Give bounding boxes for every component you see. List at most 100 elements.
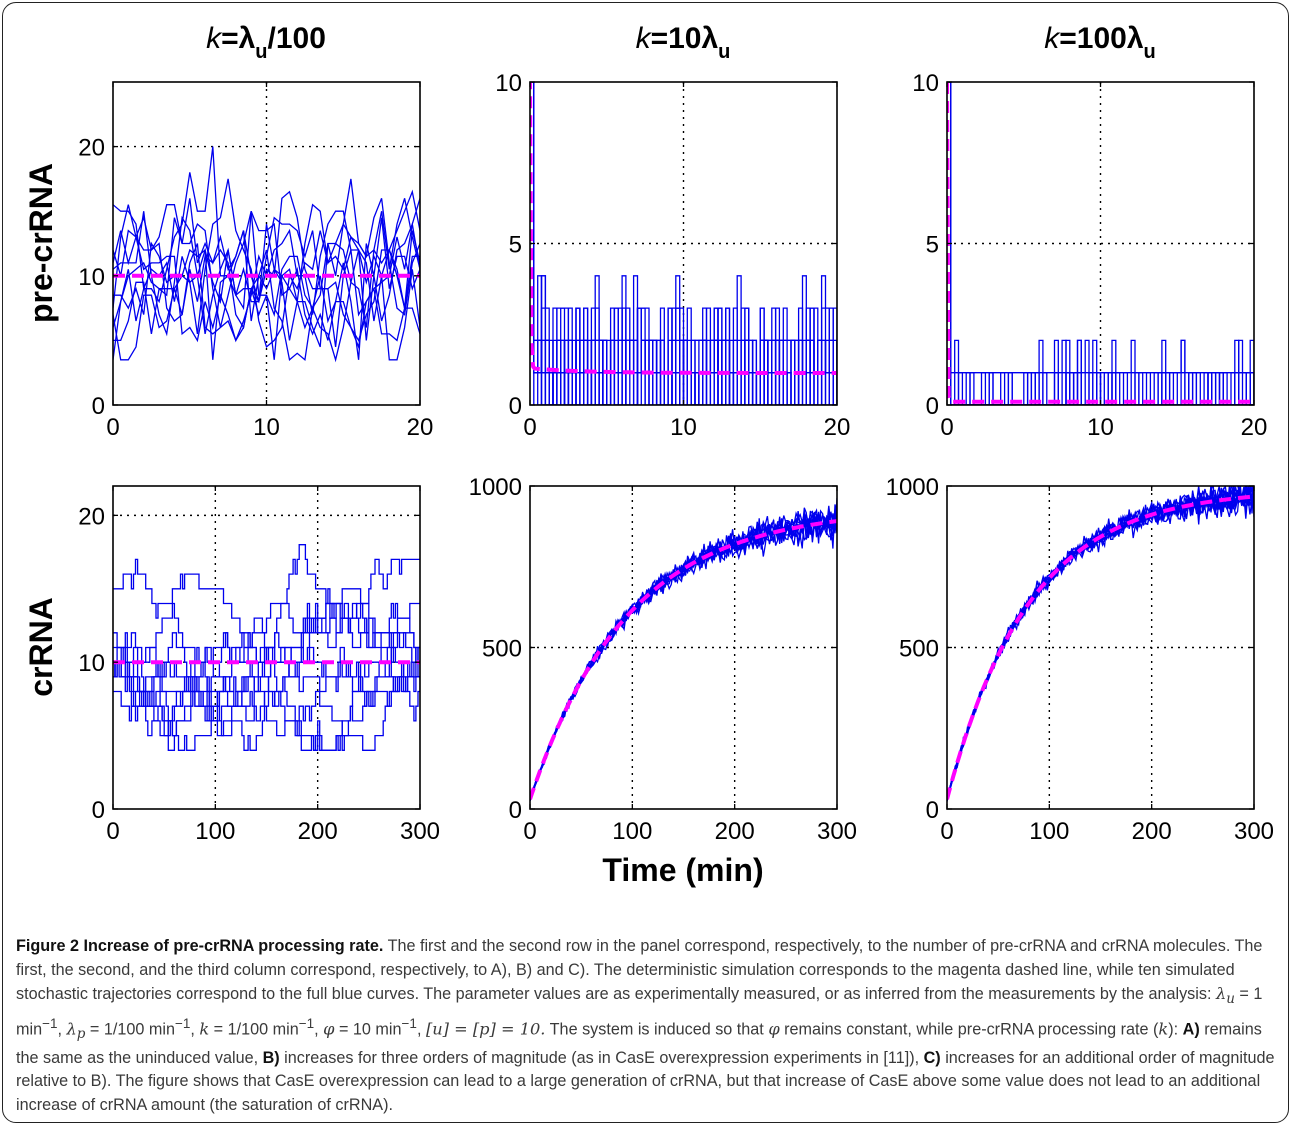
y-tick-label: 20 bbox=[78, 503, 105, 530]
series-group bbox=[947, 82, 1254, 405]
stochastic-trajectory-1 bbox=[530, 508, 837, 802]
x-tick-label: 10 bbox=[253, 414, 280, 441]
y-tick-label: 0 bbox=[509, 797, 522, 824]
column-title-1: k=λu/100 bbox=[206, 22, 326, 63]
param-k: k bbox=[199, 1019, 210, 1039]
stochastic-trajectory-10 bbox=[113, 661, 420, 751]
x-tick-label: 20 bbox=[824, 414, 851, 441]
figure-caption: Figure 2 Increase of pre-crRNA processin… bbox=[16, 937, 1275, 1114]
exponent: −1 bbox=[401, 1015, 417, 1031]
param-k-value: = 1/100 min bbox=[209, 1020, 299, 1039]
exponent: −1 bbox=[42, 1015, 58, 1031]
y-tick-label: 0 bbox=[509, 393, 522, 420]
y-tick-label: 0 bbox=[926, 393, 939, 420]
caption-A-label: A) bbox=[1182, 1020, 1200, 1039]
x-tick-label: 100 bbox=[195, 818, 235, 845]
series-group bbox=[113, 146, 420, 363]
stochastic-trajectory-9 bbox=[113, 217, 420, 360]
series-group bbox=[947, 486, 1254, 802]
x-tick-label: 200 bbox=[1132, 818, 1172, 845]
caption-C-text: increases for an additional order of mag… bbox=[16, 1048, 1275, 1114]
chart-panel-top-left: 0 10 20 0 10 20 bbox=[78, 81, 434, 441]
caption-B-text: increases for three orders of magnitude … bbox=[284, 1048, 920, 1067]
title-sub: u bbox=[1144, 41, 1156, 63]
param-lambda-u-value: = 1 min bbox=[16, 985, 1263, 1039]
title-mid: =100λ bbox=[1059, 22, 1144, 55]
chart-panel-bottom-left: 0 100 200 300 0 10 20 bbox=[78, 485, 440, 845]
x-tick-label: 100 bbox=[1029, 818, 1069, 845]
stochastic-trajectory-8 bbox=[530, 511, 837, 800]
deterministic-curve bbox=[530, 519, 837, 800]
column-title-3: k=100λu bbox=[1044, 22, 1155, 63]
x-tick-label: 0 bbox=[106, 818, 119, 845]
y-tick-label: 0 bbox=[926, 797, 939, 824]
title-mid: =10λ bbox=[651, 22, 719, 55]
chart-panel-top-right: 0 10 20 0 5 10 bbox=[912, 70, 1267, 441]
x-tick-label: 300 bbox=[400, 818, 440, 845]
row-label-1: pre-crRNA bbox=[23, 163, 59, 323]
stochastic-trajectory-4 bbox=[530, 510, 837, 801]
series-group bbox=[530, 82, 837, 405]
stochastic-trajectory-9 bbox=[530, 510, 837, 800]
param-lambda-p-sub: p bbox=[76, 1026, 86, 1043]
stochastic-trajectory-7 bbox=[113, 204, 420, 343]
x-tick-label: 20 bbox=[1241, 414, 1268, 441]
title-k: k bbox=[636, 22, 653, 55]
chart-panel-top-middle: 0 10 20 0 5 10 bbox=[495, 70, 850, 441]
title-k: k bbox=[1044, 22, 1061, 55]
y-tick-label: 500 bbox=[482, 636, 522, 663]
caption-B-label: B) bbox=[262, 1048, 280, 1067]
exponent: −1 bbox=[174, 1015, 191, 1031]
stochastic-trajectory-5 bbox=[947, 82, 1254, 405]
stochastic-trajectory-7 bbox=[113, 646, 420, 737]
y-tick-label: 10 bbox=[495, 70, 522, 97]
x-tick-label: 300 bbox=[1234, 818, 1274, 845]
x-tick-label: 100 bbox=[612, 818, 652, 845]
stochastic-trajectory-10 bbox=[113, 146, 420, 360]
x-axis-label: Time (min) bbox=[602, 852, 763, 888]
x-tick-label: 0 bbox=[106, 414, 119, 441]
param-lambda-u: λ bbox=[1215, 984, 1227, 1003]
caption-C-label: C) bbox=[923, 1048, 941, 1067]
stochastic-trajectory-3 bbox=[113, 189, 420, 360]
x-tick-label: 0 bbox=[940, 818, 953, 845]
caption-text-2: The system is induced so that bbox=[549, 1020, 764, 1039]
y-tick-label: 5 bbox=[509, 232, 522, 259]
stochastic-trajectory-7 bbox=[530, 507, 837, 801]
x-tick-label: 20 bbox=[407, 414, 434, 441]
stochastic-trajectory-6 bbox=[947, 486, 1254, 801]
x-tick-label: 200 bbox=[298, 818, 338, 845]
series-group bbox=[530, 497, 837, 802]
deterministic-curve bbox=[947, 494, 1254, 800]
stochastic-trajectory-5 bbox=[113, 198, 420, 348]
caption-label: Figure 2 Increase of pre-crRNA processin… bbox=[16, 937, 384, 955]
y-tick-label: 20 bbox=[78, 135, 105, 162]
stochastic-trajectory-5 bbox=[947, 486, 1254, 802]
stochastic-trajectory-10 bbox=[947, 486, 1254, 801]
stochastic-trajectory-9 bbox=[113, 558, 420, 693]
caption-text-1: The first and the second row in the pane… bbox=[16, 937, 1263, 1003]
y-tick-label: 0 bbox=[92, 797, 105, 824]
x-tick-label: 200 bbox=[715, 818, 755, 845]
caption-phi: φ bbox=[768, 1019, 780, 1039]
param-phi-value: = 10 min bbox=[334, 1020, 402, 1039]
stochastic-trajectory-3 bbox=[947, 486, 1254, 799]
y-tick-label: 500 bbox=[899, 636, 939, 663]
x-tick-label: 0 bbox=[940, 414, 953, 441]
x-tick-label: 10 bbox=[670, 414, 697, 441]
title-k: k bbox=[206, 22, 223, 55]
caption-A-text: remains the same as the uninduced value, bbox=[16, 1020, 1262, 1067]
series-group bbox=[113, 544, 420, 751]
deterministic-curve bbox=[947, 82, 1254, 404]
caption-text-4: ): bbox=[1168, 1020, 1179, 1039]
y-tick-label: 5 bbox=[926, 232, 939, 259]
y-tick-label: 1000 bbox=[886, 474, 939, 501]
param-lambda-p: λ bbox=[66, 1019, 77, 1039]
y-tick-label: 1000 bbox=[469, 474, 522, 501]
title-sub: u bbox=[255, 41, 267, 63]
x-tick-label: 300 bbox=[817, 818, 857, 845]
y-tick-label: 10 bbox=[912, 70, 939, 97]
stochastic-trajectory-10 bbox=[530, 505, 837, 801]
